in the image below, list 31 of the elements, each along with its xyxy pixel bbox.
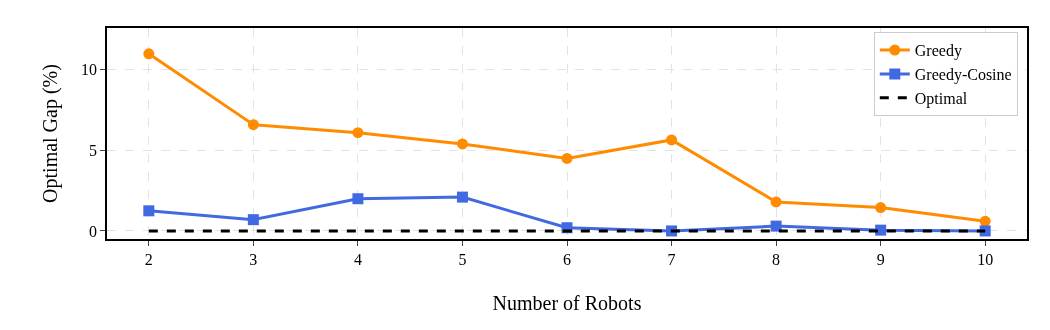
x-tick-label: 5 (458, 250, 467, 268)
point (875, 224, 887, 236)
point (352, 127, 364, 139)
x-tick-label: 8 (772, 250, 781, 268)
point (247, 214, 259, 226)
point (561, 152, 573, 164)
point (143, 48, 155, 60)
legend-label: Greedy (914, 42, 962, 61)
y-axis-title: Optimal Gap (%) (38, 64, 62, 203)
y-tick-label: 5 (89, 142, 98, 160)
x-tick-label: 3 (249, 250, 258, 268)
point (666, 134, 678, 146)
legend-label: Greedy-Cosine (914, 66, 1012, 85)
legend-label: Optimal (914, 89, 968, 108)
point (143, 205, 155, 217)
x-tick-label: 6 (563, 250, 571, 268)
x-axis-title: Number of Robots (492, 291, 642, 314)
y-tick-label: 0 (89, 222, 98, 240)
point (770, 196, 782, 208)
x-tick-label: 2 (144, 250, 153, 268)
x-tick-label: 7 (667, 250, 676, 268)
y-tick-label: 10 (81, 61, 98, 79)
point (875, 202, 887, 214)
x-tick-label: 9 (876, 250, 885, 268)
point (770, 220, 782, 232)
point (456, 191, 468, 203)
point (456, 138, 468, 150)
x-tick-label: 10 (977, 250, 994, 268)
x-tick-label: 4 (353, 250, 362, 268)
point (352, 193, 364, 205)
point (247, 119, 259, 131)
